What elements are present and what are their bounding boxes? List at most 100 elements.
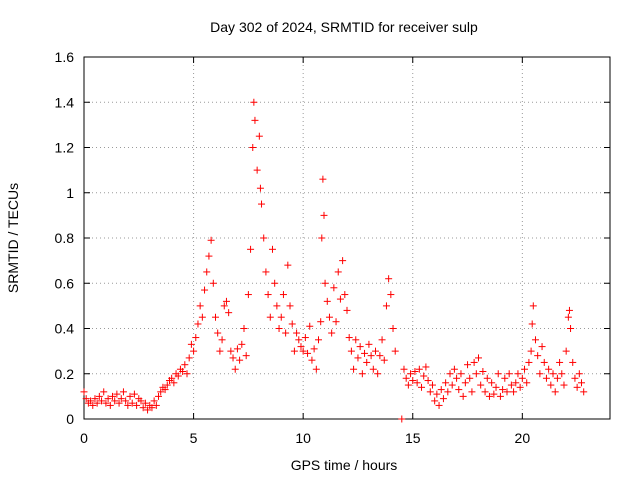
data-point xyxy=(367,352,375,360)
x-tick-label: 10 xyxy=(295,430,311,446)
y-axis: 0 0.2 0.4 0.6 0.8 1 1.2 1.4 1.6 xyxy=(55,49,610,427)
data-point xyxy=(144,406,152,414)
data-point xyxy=(113,390,121,398)
data-point xyxy=(437,386,445,394)
data-point xyxy=(93,399,101,407)
data-point xyxy=(205,252,213,260)
data-point xyxy=(516,383,524,391)
data-point xyxy=(139,404,147,412)
data-point xyxy=(268,245,276,253)
data-point xyxy=(475,354,482,362)
data-point xyxy=(455,386,463,394)
data-point xyxy=(567,325,575,332)
data-point xyxy=(433,390,441,398)
data-point xyxy=(496,392,504,400)
data-point xyxy=(510,388,518,396)
data-point xyxy=(514,370,522,378)
data-point xyxy=(468,388,476,396)
data-point xyxy=(389,325,397,332)
data-point xyxy=(249,144,257,151)
data-point xyxy=(448,381,456,389)
data-point xyxy=(152,401,160,409)
data-point xyxy=(115,399,123,407)
data-point xyxy=(332,318,340,326)
data-point xyxy=(411,367,419,375)
data-point xyxy=(301,334,309,342)
data-point xyxy=(209,279,217,287)
data-point xyxy=(187,340,195,348)
data-point xyxy=(336,295,344,303)
data-point xyxy=(558,370,566,378)
data-point xyxy=(407,370,415,378)
data-point xyxy=(450,365,458,373)
data-point xyxy=(100,388,108,396)
data-point xyxy=(334,268,342,276)
data-point xyxy=(277,313,285,321)
data-point xyxy=(503,388,511,396)
data-point xyxy=(198,313,206,321)
data-point xyxy=(320,211,328,219)
data-point xyxy=(488,379,496,387)
data-point xyxy=(361,349,369,357)
data-point xyxy=(161,386,169,394)
data-point xyxy=(82,395,90,403)
data-point xyxy=(580,388,588,396)
data-point xyxy=(183,370,191,378)
data-point xyxy=(266,313,274,321)
data-point xyxy=(523,379,531,387)
x-tick-label: 15 xyxy=(405,430,421,446)
data-point xyxy=(542,374,550,382)
data-point xyxy=(319,175,327,183)
y-tick-label: 1 xyxy=(66,185,74,201)
data-point xyxy=(150,397,158,405)
data-point xyxy=(250,98,258,106)
data-point xyxy=(148,404,156,412)
data-point xyxy=(310,345,318,353)
data-point xyxy=(194,320,202,328)
data-point xyxy=(528,320,536,328)
data-point xyxy=(288,320,296,328)
data-point xyxy=(318,234,326,242)
data-point xyxy=(255,132,263,140)
data-point xyxy=(124,401,132,409)
data-point xyxy=(420,372,428,380)
y-axis-label: SRMTID / TECUs xyxy=(5,183,21,293)
data-point xyxy=(174,372,182,380)
data-point xyxy=(181,361,189,369)
data-point xyxy=(133,401,141,409)
data-point xyxy=(111,397,119,405)
data-point xyxy=(130,390,138,398)
data-point xyxy=(380,356,388,364)
data-point xyxy=(155,392,163,400)
data-point xyxy=(222,297,230,305)
data-point xyxy=(536,370,544,378)
data-point xyxy=(242,352,250,360)
data-point xyxy=(251,116,259,124)
data-point xyxy=(442,379,450,387)
x-tick-label: 0 xyxy=(80,430,88,446)
data-point xyxy=(141,399,149,407)
data-point xyxy=(556,358,564,366)
y-tick-label: 0.4 xyxy=(55,321,75,337)
data-point xyxy=(95,392,103,400)
data-point xyxy=(271,279,279,287)
data-point xyxy=(404,381,412,389)
data-point xyxy=(365,340,373,348)
data-point xyxy=(428,381,436,389)
data-point xyxy=(551,388,559,396)
y-tick-label: 1.2 xyxy=(55,140,75,156)
data-point xyxy=(244,291,252,299)
data-point xyxy=(483,374,491,382)
data-point xyxy=(87,397,95,405)
data-point xyxy=(106,401,114,409)
data-point xyxy=(108,392,116,400)
data-point xyxy=(119,388,127,396)
data-point xyxy=(459,392,467,400)
data-point xyxy=(321,279,329,287)
data-point xyxy=(571,374,579,382)
data-point xyxy=(424,377,432,385)
data-point xyxy=(431,397,439,405)
data-point xyxy=(325,313,333,321)
data-point xyxy=(540,358,548,366)
